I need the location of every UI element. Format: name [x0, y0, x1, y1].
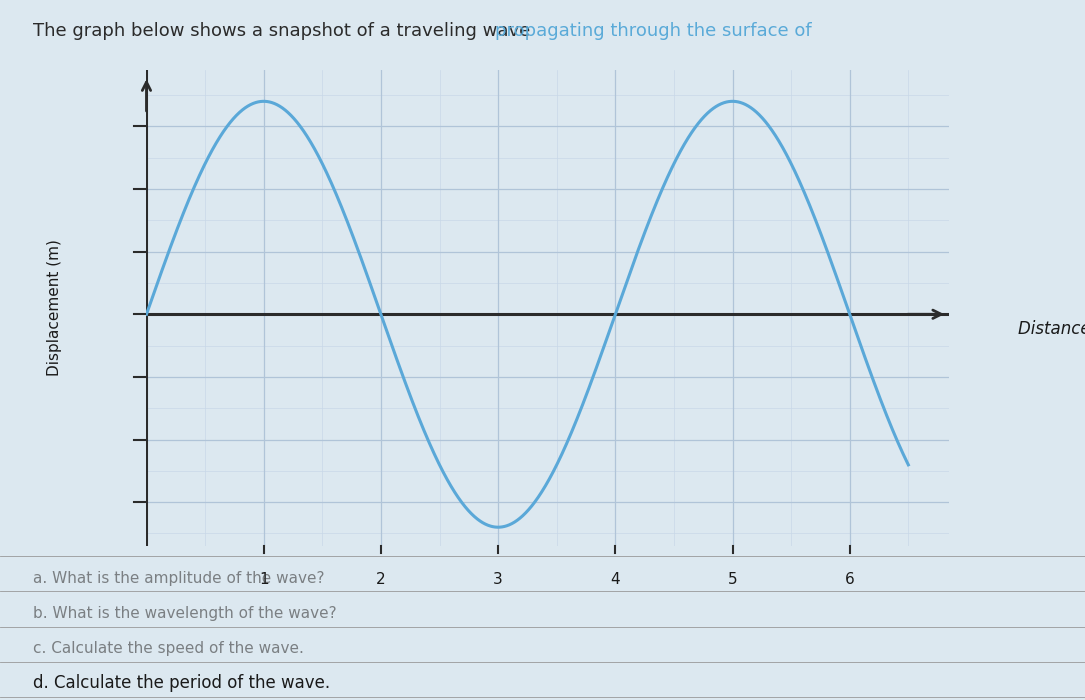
Text: The graph below shows a snapshot of a traveling wave: The graph below shows a snapshot of a tr…: [33, 22, 536, 41]
Text: Distance (m): Distance (m): [1018, 321, 1085, 338]
Text: 6: 6: [845, 572, 855, 587]
Text: 3: 3: [494, 572, 503, 587]
Text: 5: 5: [728, 572, 738, 587]
Text: c. Calculate the speed of the wave.: c. Calculate the speed of the wave.: [33, 641, 304, 656]
Text: 1: 1: [259, 572, 268, 587]
Text: 4: 4: [611, 572, 621, 587]
Text: a. What is the amplitude of the wave?: a. What is the amplitude of the wave?: [33, 570, 324, 586]
Text: propagating through the surface of: propagating through the surface of: [495, 22, 812, 41]
Text: Displacement (m): Displacement (m): [47, 239, 62, 377]
Text: b. What is the wavelength of the wave?: b. What is the wavelength of the wave?: [33, 606, 336, 621]
Text: 2: 2: [376, 572, 385, 587]
Text: d. Calculate the period of the wave.: d. Calculate the period of the wave.: [33, 673, 330, 692]
